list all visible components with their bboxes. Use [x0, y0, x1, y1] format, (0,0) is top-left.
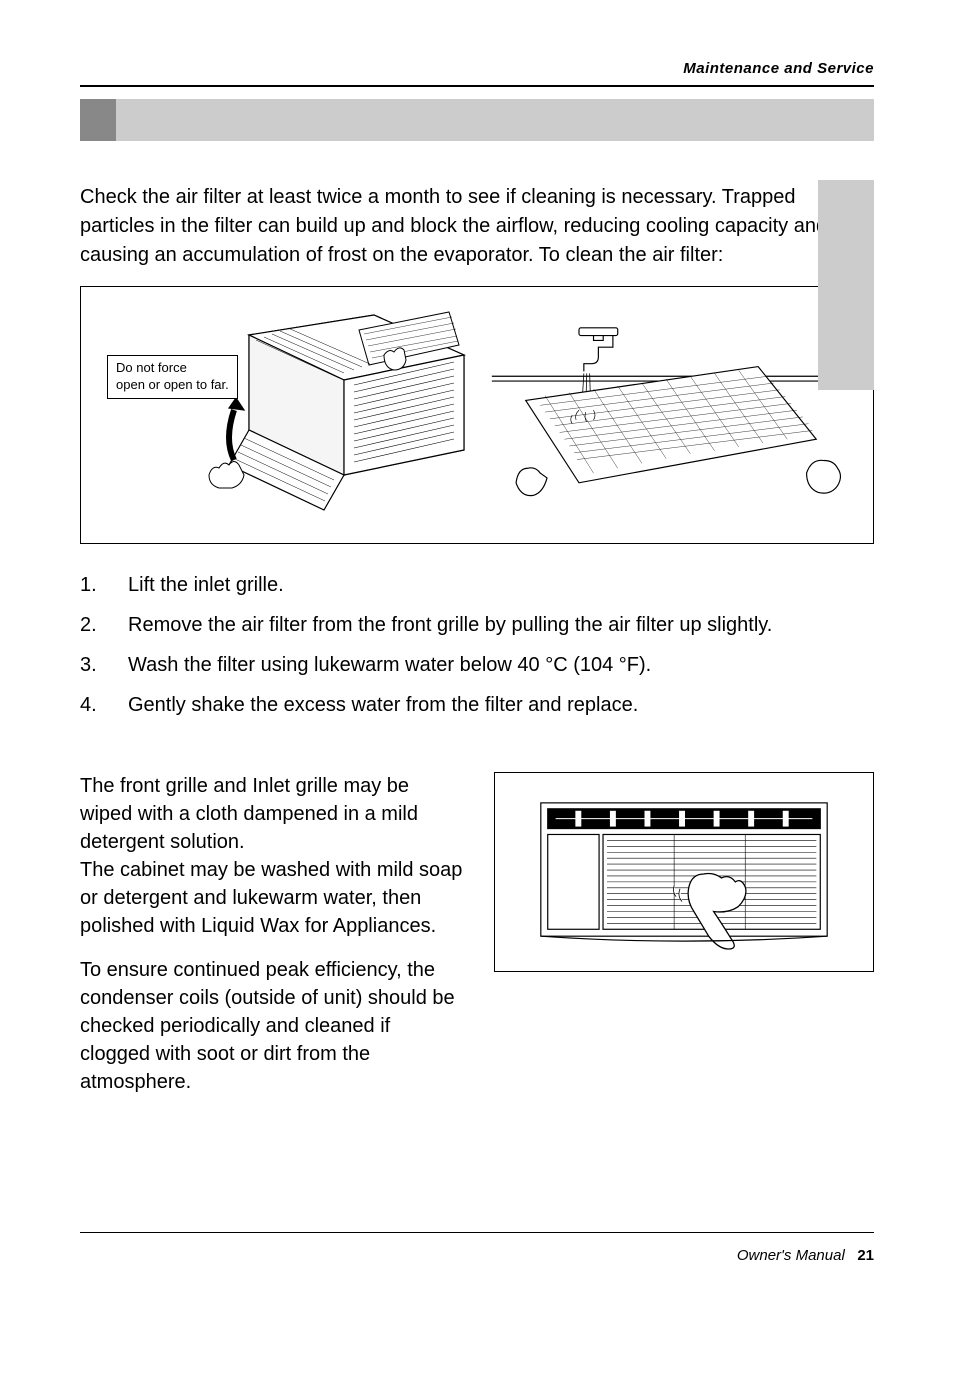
step-number: 2. — [80, 608, 128, 642]
gray-banner-accent — [80, 99, 116, 141]
header-section: Maintenance and Service — [80, 60, 874, 141]
ac-unit-illustration — [194, 310, 484, 520]
front-panel-illustration — [515, 793, 853, 951]
bottom-para3: To ensure continued peak efficiency, the… — [80, 956, 464, 1096]
step-text: Gently shake the excess water from the f… — [128, 688, 638, 722]
footer-label: Owner's Manual — [737, 1247, 845, 1264]
steps-list: 1. Lift the inlet grille. 2. Remove the … — [80, 568, 874, 722]
footer: Owner's Manual 21 — [80, 1232, 874, 1264]
callout-line1: Do not force — [116, 360, 229, 377]
step-text: Wash the filter using lukewarm water bel… — [128, 648, 651, 682]
intro-text: Check the air filter at least twice a mo… — [80, 183, 874, 270]
page-wrapper: Maintenance and Service Check the air fi… — [80, 60, 874, 1264]
step-item: 4. Gently shake the excess water from th… — [80, 688, 874, 722]
bottom-para1: The front grille and Inlet grille may be… — [80, 772, 464, 940]
step-text: Lift the inlet grille. — [128, 568, 284, 602]
step-item: 1. Lift the inlet grille. — [80, 568, 874, 602]
step-text: Remove the air filter from the front gri… — [128, 608, 772, 642]
rinse-illustration — [487, 320, 855, 510]
footer-page: 21 — [857, 1247, 874, 1264]
callout-line2: open or open to far. — [116, 377, 229, 394]
step-item: 3. Wash the filter using lukewarm water … — [80, 648, 874, 682]
step-number: 4. — [80, 688, 128, 722]
callout-box: Do not force open or open to far. — [107, 355, 238, 399]
header-divider — [80, 85, 874, 87]
page-category: Maintenance and Service — [80, 60, 874, 77]
step-number: 3. — [80, 648, 128, 682]
bottom-section: The front grille and Inlet grille may be… — [80, 772, 874, 1112]
bottom-text: The front grille and Inlet grille may be… — [80, 772, 464, 1112]
gray-banner — [80, 99, 874, 141]
figure-left: Do not force open or open to far. — [99, 305, 467, 525]
side-tab — [818, 180, 874, 390]
bottom-figure — [494, 772, 874, 972]
step-item: 2. Remove the air filter from the front … — [80, 608, 874, 642]
step-number: 1. — [80, 568, 128, 602]
figure-right — [487, 320, 855, 510]
figure-box: Do not force open or open to far. — [80, 286, 874, 544]
gray-banner-main — [116, 99, 874, 141]
